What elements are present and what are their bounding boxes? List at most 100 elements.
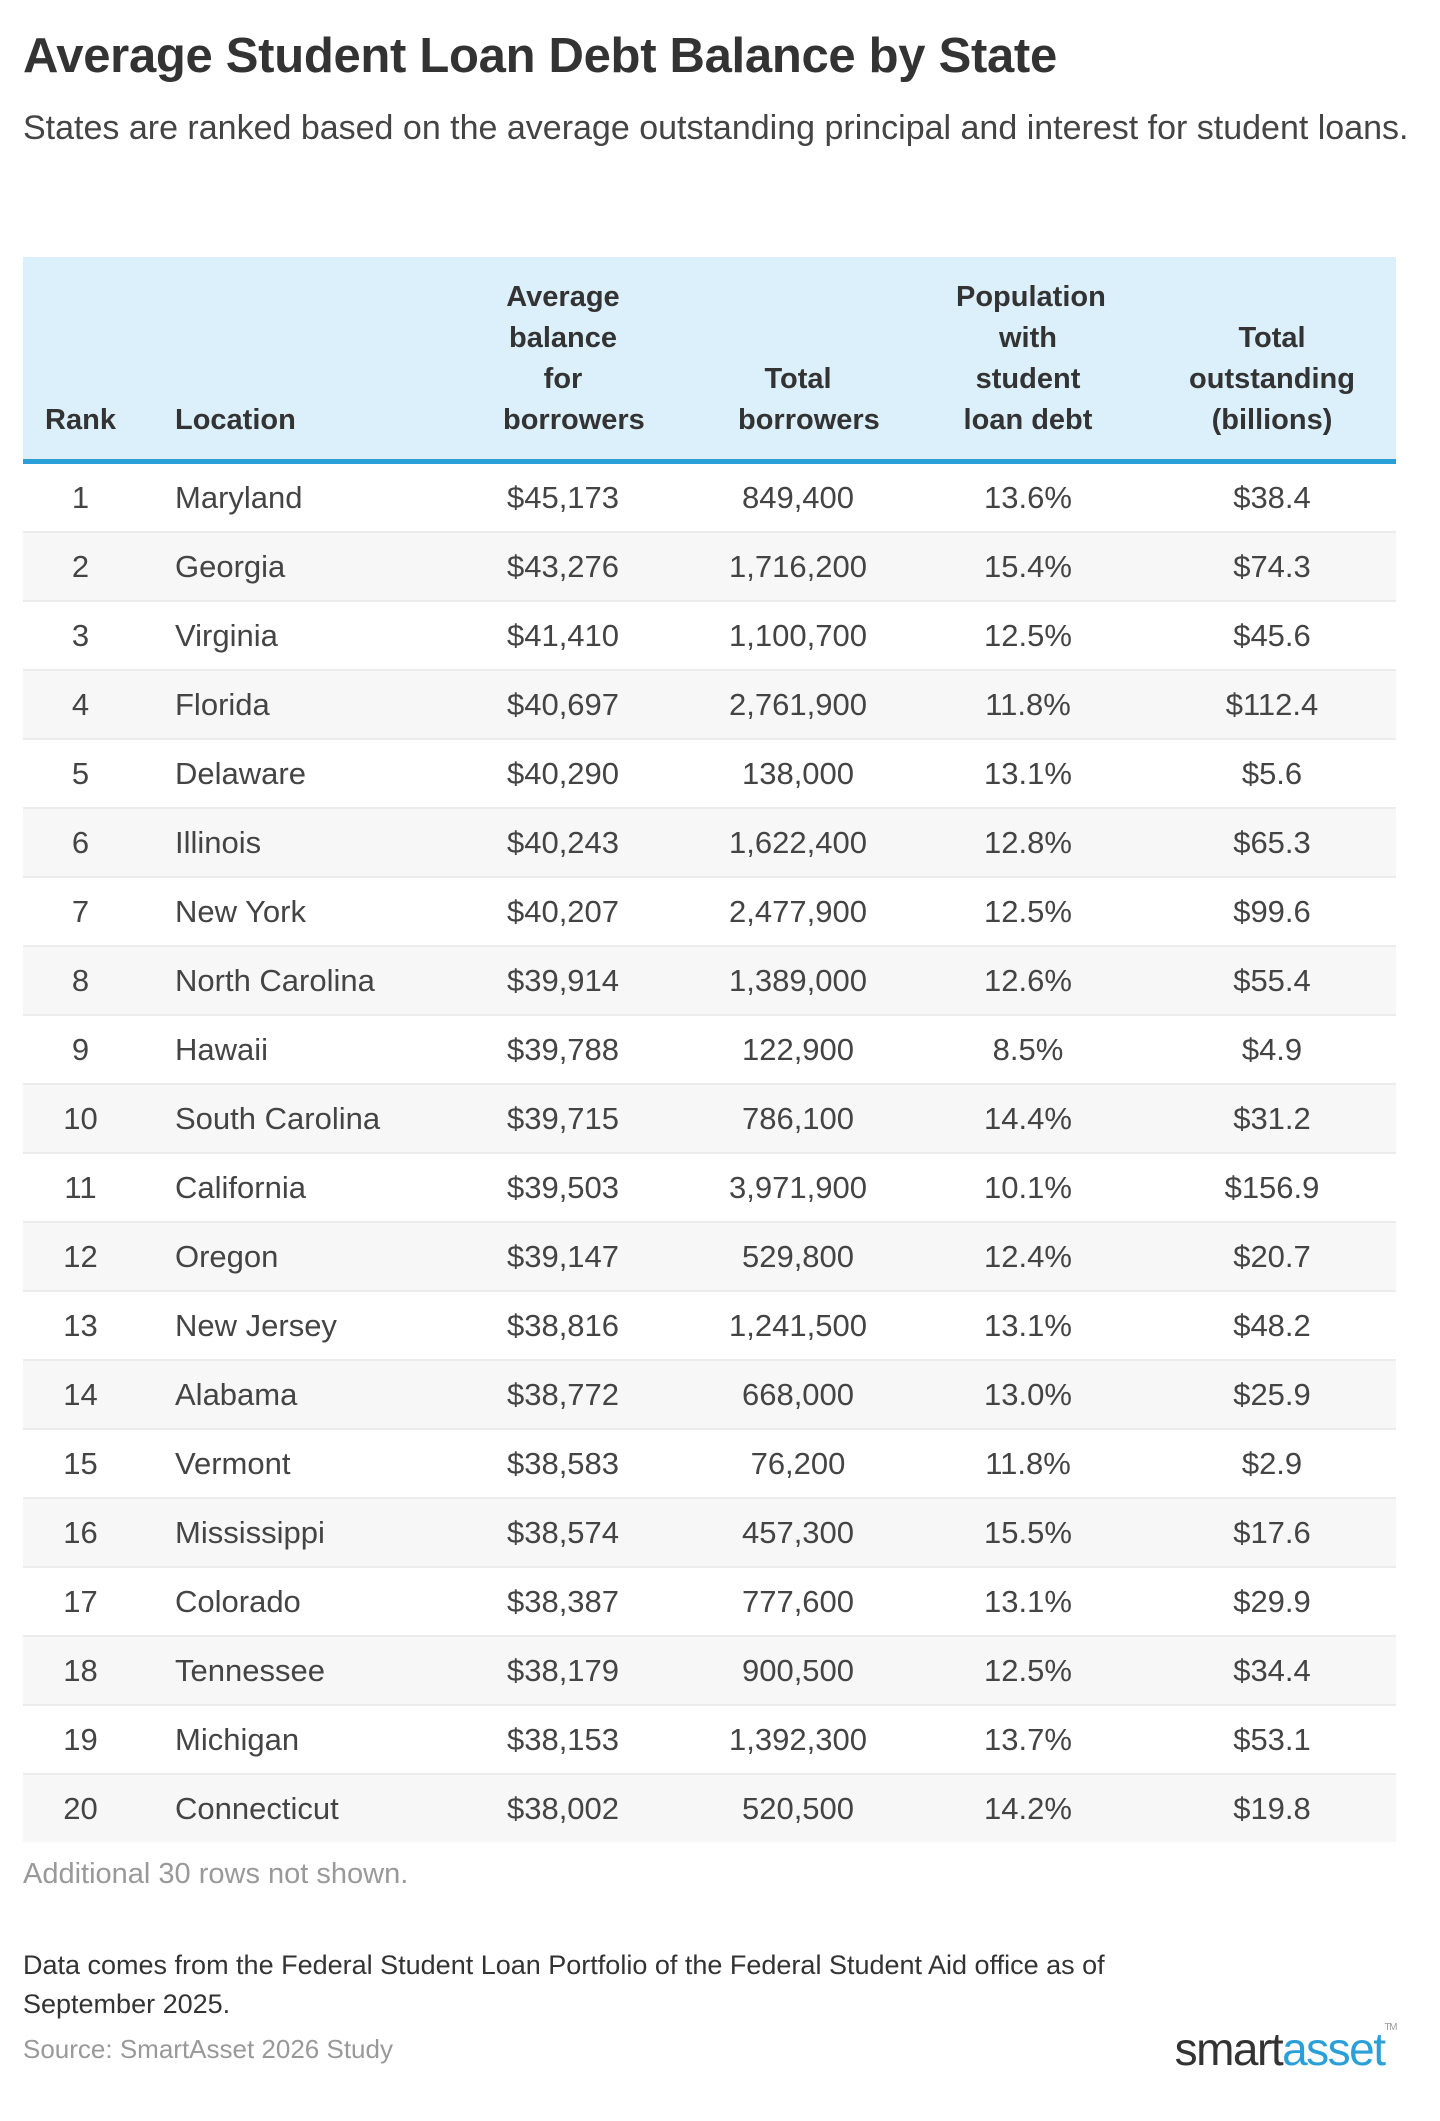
column-header-total-borrowers: Total borrowers — [688, 257, 908, 464]
cell-average-balance: $39,147 — [438, 1222, 688, 1292]
table-row: 5 Delaware $40,290 138,000 13.1% $5.6 — [23, 739, 1396, 809]
column-header-average-balance: Average balance for borrowers — [438, 257, 688, 464]
cell-rank: 3 — [23, 601, 138, 671]
smartasset-logo: smartassetTM — [1175, 2022, 1398, 2076]
cell-location: Vermont — [138, 1429, 438, 1499]
cell-average-balance: $41,410 — [438, 601, 688, 671]
cell-population: 12.5% — [908, 601, 1148, 671]
cell-average-balance: $43,276 — [438, 532, 688, 602]
logo-text-asset: asset — [1282, 2023, 1386, 2075]
cell-total-borrowers: 1,622,400 — [688, 808, 908, 878]
cell-average-balance: $38,387 — [438, 1567, 688, 1637]
cell-population: 14.4% — [908, 1084, 1148, 1154]
cell-total-borrowers: 1,241,500 — [688, 1291, 908, 1361]
cell-average-balance: $39,914 — [438, 946, 688, 1016]
cell-rank: 16 — [23, 1498, 138, 1568]
cell-total-outstanding: $25.9 — [1148, 1360, 1396, 1430]
cell-population: 12.6% — [908, 946, 1148, 1016]
cell-location: Maryland — [138, 461, 438, 533]
table-row: 4 Florida $40,697 2,761,900 11.8% $112.4 — [23, 670, 1396, 740]
cell-rank: 18 — [23, 1636, 138, 1706]
table-row: 6 Illinois $40,243 1,622,400 12.8% $65.3 — [23, 808, 1396, 878]
cell-population: 13.1% — [908, 1291, 1148, 1361]
cell-total-outstanding: $5.6 — [1148, 739, 1396, 809]
table-row: 10 South Carolina $39,715 786,100 14.4% $31.2 — [23, 1084, 1396, 1154]
cell-location: Hawaii — [138, 1015, 438, 1085]
table-row: 11 California $39,503 3,971,900 10.1% $156.9 — [23, 1153, 1396, 1223]
page-title: Average Student Loan Debt Balance by Sta… — [23, 29, 1057, 83]
cell-total-borrowers: 1,389,000 — [688, 946, 908, 1016]
cell-population: 15.4% — [908, 532, 1148, 602]
table-row: 8 North Carolina $39,914 1,389,000 12.6% $55.… — [23, 946, 1396, 1016]
cell-average-balance: $38,179 — [438, 1636, 688, 1706]
cell-population: 13.1% — [908, 1567, 1148, 1637]
cell-population: 11.8% — [908, 1429, 1148, 1499]
column-header-total-outstanding: Total outstanding (billions) — [1148, 257, 1396, 464]
cell-rank: 17 — [23, 1567, 138, 1637]
cell-total-borrowers: 457,300 — [688, 1498, 908, 1568]
cell-total-outstanding: $112.4 — [1148, 670, 1396, 740]
table-row: 1 Maryland $45,173 849,400 13.6% $38.4 — [23, 461, 1396, 533]
cell-population: 12.4% — [908, 1222, 1148, 1292]
source-note: Source: SmartAsset 2026 Study — [23, 2034, 393, 2064]
cell-rank: 13 — [23, 1291, 138, 1361]
cell-total-borrowers: 668,000 — [688, 1360, 908, 1430]
cell-rank: 1 — [23, 461, 138, 533]
cell-total-outstanding: $31.2 — [1148, 1084, 1396, 1154]
cell-total-borrowers: 122,900 — [688, 1015, 908, 1085]
cell-average-balance: $40,243 — [438, 808, 688, 878]
cell-rank: 12 — [23, 1222, 138, 1292]
cell-location: New York — [138, 877, 438, 947]
cell-total-borrowers: 3,971,900 — [688, 1153, 908, 1223]
cell-location: Connecticut — [138, 1774, 438, 1842]
cell-total-borrowers: 2,477,900 — [688, 877, 908, 947]
cell-total-borrowers: 1,100,700 — [688, 601, 908, 671]
cell-location: Georgia — [138, 532, 438, 602]
cell-population: 11.8% — [908, 670, 1148, 740]
cell-total-outstanding: $2.9 — [1148, 1429, 1396, 1499]
cell-average-balance: $38,574 — [438, 1498, 688, 1568]
cell-population: 12.5% — [908, 877, 1148, 947]
cell-average-balance: $40,697 — [438, 670, 688, 740]
cell-location: California — [138, 1153, 438, 1223]
subtitle: States are ranked based on the average o… — [23, 109, 1409, 147]
cell-population: 13.1% — [908, 739, 1148, 809]
table-row: 12 Oregon $39,147 529,800 12.4% $20.7 — [23, 1222, 1396, 1292]
cell-total-borrowers: 138,000 — [688, 739, 908, 809]
cell-location: Illinois — [138, 808, 438, 878]
cell-average-balance: $39,503 — [438, 1153, 688, 1223]
cell-total-outstanding: $34.4 — [1148, 1636, 1396, 1706]
column-header-location: Location — [138, 257, 438, 464]
cell-location: Alabama — [138, 1360, 438, 1430]
cell-location: Virginia — [138, 601, 438, 671]
cell-population: 15.5% — [908, 1498, 1148, 1568]
cell-total-borrowers: 529,800 — [688, 1222, 908, 1292]
cell-rank: 14 — [23, 1360, 138, 1430]
cell-total-outstanding: $99.6 — [1148, 877, 1396, 947]
cell-location: South Carolina — [138, 1084, 438, 1154]
table-row: 9 Hawaii $39,788 122,900 8.5% $4.9 — [23, 1015, 1396, 1085]
cell-total-outstanding: $74.3 — [1148, 532, 1396, 602]
cell-total-borrowers: 849,400 — [688, 461, 908, 533]
table-row: 3 Virginia $41,410 1,100,700 12.5% $45.6 — [23, 601, 1396, 671]
cell-rank: 2 — [23, 532, 138, 602]
cell-total-outstanding: $20.7 — [1148, 1222, 1396, 1292]
cell-total-outstanding: $48.2 — [1148, 1291, 1396, 1361]
cell-rank: 6 — [23, 808, 138, 878]
cell-total-outstanding: $65.3 — [1148, 808, 1396, 878]
table-row: 20 Connecticut $38,002 520,500 14.2% $19.8 — [23, 1774, 1396, 1842]
data-table: Rank Location Average balance for borrow… — [23, 257, 1396, 1842]
cell-population: 14.2% — [908, 1774, 1148, 1842]
cell-location: Oregon — [138, 1222, 438, 1292]
cell-location: Mississippi — [138, 1498, 438, 1568]
cell-average-balance: $38,772 — [438, 1360, 688, 1430]
cell-rank: 5 — [23, 739, 138, 809]
cell-location: Florida — [138, 670, 438, 740]
cell-rank: 4 — [23, 670, 138, 740]
cell-rank: 7 — [23, 877, 138, 947]
table-row: 18 Tennessee $38,179 900,500 12.5% $34.4 — [23, 1636, 1396, 1706]
more-rows-note: Additional 30 rows not shown. — [23, 1858, 409, 1890]
cell-total-outstanding: $29.9 — [1148, 1567, 1396, 1637]
cell-rank: 9 — [23, 1015, 138, 1085]
cell-location: Delaware — [138, 739, 438, 809]
